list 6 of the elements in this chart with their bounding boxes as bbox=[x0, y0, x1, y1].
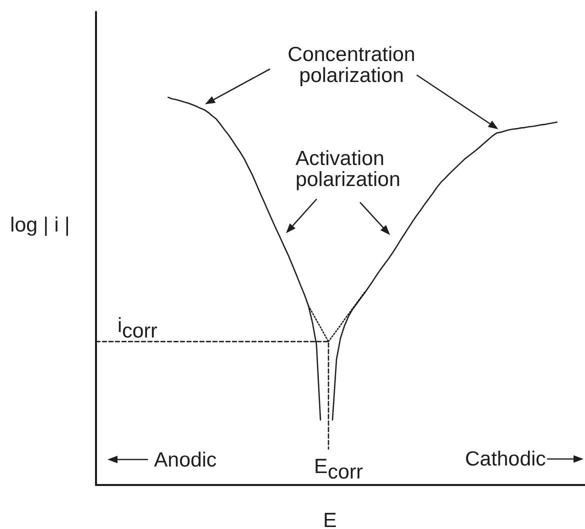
annotation: Cathodic bbox=[465, 448, 546, 470]
x-axis-title: E bbox=[323, 508, 337, 529]
annotation: Anodic bbox=[154, 448, 217, 471]
annotation: Activation polarization bbox=[296, 147, 400, 191]
text: Concentration polarization bbox=[288, 43, 416, 88]
y-axis-title: log | i | bbox=[10, 213, 70, 236]
